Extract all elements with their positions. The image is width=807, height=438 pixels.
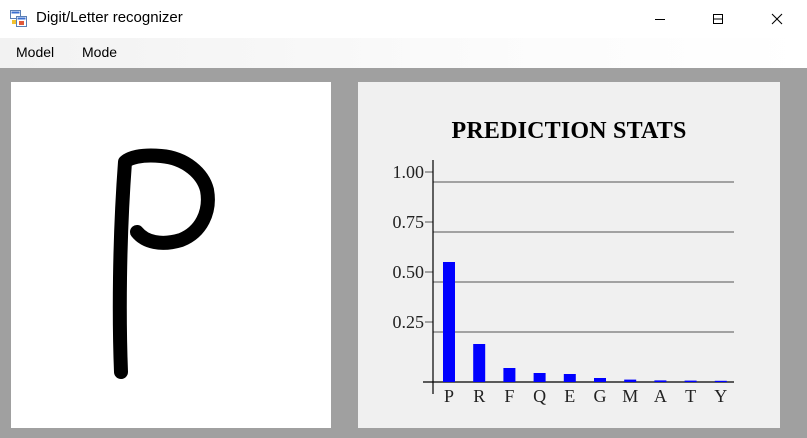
y-tick-label: 0.25 bbox=[393, 312, 425, 332]
y-tick-label: 0.75 bbox=[393, 212, 425, 232]
bar-T bbox=[684, 380, 697, 382]
menu-mode[interactable]: Mode bbox=[82, 44, 118, 60]
x-tick-label: G bbox=[594, 386, 607, 406]
x-tick-label: E bbox=[564, 386, 575, 406]
x-tick-label: F bbox=[504, 386, 514, 406]
y-tick-label: 0.50 bbox=[393, 262, 425, 282]
bar-Y bbox=[714, 380, 727, 382]
client-area: PREDICTION STATS 1.00 0.75 0.50 0.25 P R F Q E G M… bbox=[0, 68, 807, 438]
app-icon bbox=[10, 10, 28, 28]
menu-model[interactable]: Model bbox=[16, 44, 55, 60]
maximize-button[interactable] bbox=[695, 0, 741, 38]
minimize-button-real[interactable] bbox=[637, 0, 683, 38]
close-icon bbox=[771, 13, 783, 25]
x-tick-label: A bbox=[654, 386, 667, 406]
x-tick-label: Q bbox=[533, 386, 546, 406]
bar-E bbox=[563, 374, 576, 382]
maximize-icon bbox=[712, 13, 724, 25]
prediction-stats-panel: PREDICTION STATS 1.00 0.75 0.50 0.25 P R F Q E G M… bbox=[358, 82, 780, 428]
bar-R bbox=[473, 344, 486, 382]
x-tick-label: P bbox=[444, 386, 454, 406]
prediction-chart: 1.00 0.75 0.50 0.25 P R F Q E G M A T Y bbox=[393, 160, 734, 406]
bar-G bbox=[594, 378, 606, 382]
bar-P bbox=[443, 262, 455, 382]
window-title: Digit/Letter recognizer bbox=[36, 9, 183, 26]
bar-M bbox=[624, 379, 637, 382]
x-tick-label: T bbox=[685, 386, 696, 406]
y-tick-label: 1.00 bbox=[393, 162, 425, 182]
x-tick-label: Y bbox=[714, 386, 727, 406]
title-bar: Digit/Letter recognizer bbox=[0, 0, 807, 38]
drawing-canvas[interactable] bbox=[11, 82, 331, 428]
bar-A bbox=[654, 380, 667, 382]
bar-F bbox=[503, 368, 516, 382]
x-tick-label: M bbox=[622, 386, 638, 406]
minimize-icon bbox=[712, 13, 724, 25]
minimize-button[interactable] bbox=[695, 0, 741, 38]
stats-title: PREDICTION STATS bbox=[451, 118, 687, 144]
bar-Q bbox=[533, 373, 546, 382]
close-button[interactable] bbox=[754, 0, 800, 38]
x-tick-label: R bbox=[473, 386, 485, 406]
minimize-icon bbox=[654, 13, 666, 25]
handwritten-character bbox=[112, 148, 215, 379]
menu-bar: Model Mode bbox=[0, 38, 807, 68]
